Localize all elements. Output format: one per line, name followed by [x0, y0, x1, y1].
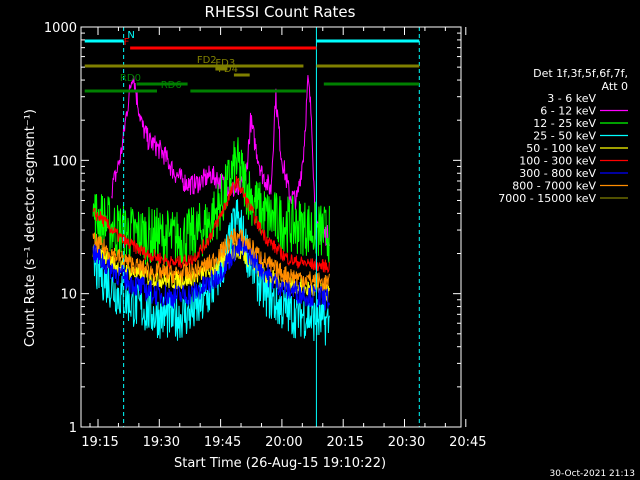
- series-line-6: [92, 175, 330, 274]
- y-tick-label-4: 1000: [44, 21, 77, 36]
- state-bar-label-rd6: RD6: [161, 80, 182, 91]
- render-timestamp: 30-Oct-2021 21:13: [550, 469, 635, 479]
- x-tick-label-5: 20:15: [326, 435, 363, 450]
- x-tick-label-4: 20:00: [265, 435, 302, 450]
- series-line-2: [111, 75, 330, 247]
- legend-entry-label-1: 3 - 6 keV: [547, 92, 596, 105]
- legend-header-line1: Det 1f,3f,5f,6f,7f,: [533, 67, 628, 80]
- state-bar-label-f: F: [124, 37, 130, 48]
- state-bar-label-n: N: [127, 30, 134, 41]
- legend-entry-label-3: 12 - 25 keV: [533, 117, 596, 130]
- x-tick-label-2: 19:30: [143, 435, 180, 450]
- legend-entry-label-7: 300 - 800 keV: [519, 167, 596, 180]
- series-line-7: [92, 237, 330, 311]
- y-axis-label: Count Rate (s⁻¹ detector segment⁻¹): [23, 109, 38, 347]
- legend-entry-label-2: 6 - 12 keV: [540, 105, 596, 118]
- legend-header-line2: Att 0: [602, 80, 628, 93]
- legend-entry-label-8: 800 - 7000 keV: [512, 180, 596, 193]
- legend-entry-label-4: 25 - 50 keV: [533, 130, 596, 143]
- x-tick-label-6: 20:30: [388, 435, 425, 450]
- legend-entry-label-9: 7000 - 15000 keV: [498, 192, 596, 205]
- y-tick-label-2: 10: [60, 288, 77, 303]
- state-bar-label-fd4: FD4: [218, 64, 238, 75]
- series-line-1: [92, 62, 330, 147]
- state-bar-label-fd3: FD3: [215, 58, 235, 69]
- y-tick-label-3: 100: [52, 154, 77, 169]
- chart-title: RHESSI Count Rates: [205, 3, 356, 21]
- series-line-3: [92, 137, 330, 267]
- state-bar-label-fd2: FD2: [197, 55, 217, 66]
- x-tick-label-7: 20:45: [449, 435, 486, 450]
- series-line-8: [92, 227, 330, 292]
- x-tick-label-3: 19:45: [204, 435, 241, 450]
- x-tick-label-1: 19:15: [81, 435, 118, 450]
- state-bar-label-rd0: RD0: [120, 73, 141, 84]
- y-tick-label-1: 1: [69, 421, 77, 436]
- x-axis-label: Start Time (26-Aug-15 19:10:22): [174, 456, 386, 471]
- legend-entry-label-5: 50 - 100 keV: [526, 142, 596, 155]
- legend-entry-label-6: 100 - 300 keV: [519, 155, 596, 168]
- axes-frame: [80, 26, 462, 428]
